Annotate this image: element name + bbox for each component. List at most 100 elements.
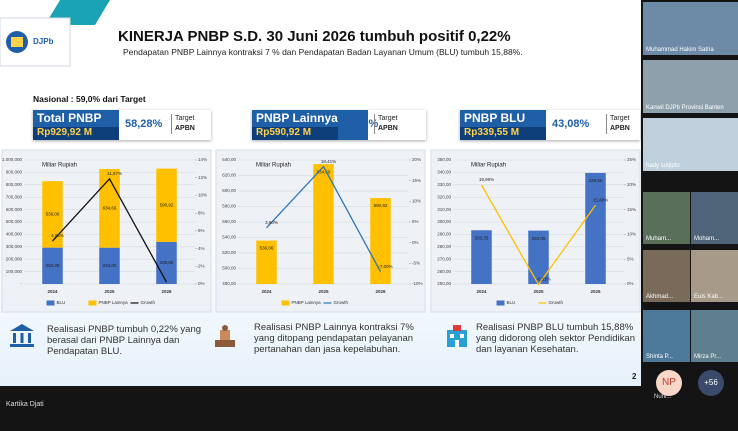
y-tick-label: 520,00	[222, 250, 236, 255]
note: Realisasi PNBP BLU tumbuh 15,88% yang di…	[476, 322, 635, 355]
logo-text: DJPb	[33, 37, 54, 46]
target-label: Target	[610, 115, 630, 122]
participant-name: Muham...	[646, 236, 672, 242]
card-name: Total PNBP	[37, 111, 102, 125]
y-tick-label: 600,000	[6, 207, 23, 212]
legend-swatch	[46, 300, 55, 306]
icon-hospital	[447, 325, 467, 347]
y-tick-label: 270,00	[437, 256, 451, 261]
legend-label: Growth	[549, 300, 564, 305]
x-tick-label: 2024	[47, 289, 58, 294]
y-tick-label: 280,00	[437, 244, 451, 249]
y-tick-label: 260,00	[437, 269, 451, 274]
bar	[42, 181, 63, 248]
bar	[585, 172, 606, 284]
card-percent: 43,08%	[552, 118, 590, 130]
bar-label: 339,55	[160, 260, 174, 265]
legend-label: PNBP Lainnya	[99, 300, 129, 305]
participant-tile[interactable]: Moham...	[691, 192, 738, 244]
y2-tick-label: 25%	[627, 157, 636, 162]
participant-tile[interactable]: hady sutjipto	[643, 118, 738, 171]
participant-tile[interactable]: Mirza Pr...	[691, 310, 738, 362]
bar-label: 339,55	[589, 178, 603, 183]
participant-name: Muhammad Hakim Satria	[646, 47, 714, 53]
card-target: Target APBN	[374, 114, 398, 134]
growth-label: -0,11%	[537, 277, 551, 282]
slide-title: KINERJA PNBP S.D. 30 Juni 2026 tumbuh po…	[118, 28, 511, 45]
more-participants[interactable]: +56	[698, 370, 724, 396]
card-name: PNBP BLU	[464, 111, 526, 125]
participant-tile[interactable]: Muhammad Hakim Satria	[643, 2, 738, 55]
target-label: Target	[378, 115, 398, 122]
growth-label: -7,00%	[378, 264, 392, 269]
y-tick-label: 1.000,000	[2, 157, 23, 162]
target-sub: APBN	[610, 125, 630, 132]
growth-line	[52, 177, 168, 283]
y-tick-label: 340,00	[437, 170, 451, 175]
participant-tile[interactable]: Akhmad...	[643, 250, 690, 302]
target-label: Target	[175, 115, 195, 122]
growth-label: 15,88%	[593, 197, 608, 202]
card-target: Target APBN	[171, 114, 195, 134]
participant-tile[interactable]: Shinta P...	[643, 310, 690, 362]
legend-swatch	[496, 300, 505, 306]
legend-label: BLU	[507, 300, 516, 305]
y2-tick-label: 2%	[198, 263, 205, 268]
participant-tile[interactable]: Kanwil DJPb Provinsi Banten	[643, 60, 738, 113]
card-percent: 58,28%	[125, 118, 163, 130]
participant-name: Moham...	[694, 236, 720, 242]
y-tick-label: 580,00	[222, 204, 236, 209]
slide-subtitle: Pendapatan PNBP Lainnya kontraksi 7 % da…	[123, 47, 523, 57]
bar	[99, 247, 120, 284]
x-tick-label: 2025	[318, 289, 329, 294]
y-axis-title: Miliar Rupiah	[256, 163, 291, 169]
avatar[interactable]: NP	[656, 370, 682, 396]
y2-tick-label: 15%	[627, 207, 636, 212]
participant-tile[interactable]: Euis Kab...	[691, 250, 738, 302]
y2-tick-label: 10%	[627, 232, 636, 237]
card-amount: Rp590,92 M	[252, 127, 338, 140]
national-target: Nasional : 59,0% dari Target	[33, 94, 146, 104]
y2-tick-label: 4%	[198, 246, 205, 251]
card-amount: Rp929,92 M	[33, 127, 119, 140]
y2-tick-label: 6%	[198, 228, 205, 233]
bar-label: 293,35	[475, 235, 489, 240]
y-tick-label: 800,000	[6, 182, 23, 187]
legend-label: Growth	[334, 300, 349, 305]
y-tick-label: 100,000	[6, 269, 23, 274]
y2-tick-label: 10%	[198, 193, 207, 198]
y2-tick-label: 0%	[627, 281, 634, 286]
bar	[256, 240, 277, 284]
y-axis-title: Miliar Rupiah	[471, 163, 506, 169]
summary-card: PNBP BLU Rp339,55 M 43,08% Target APBN	[460, 110, 640, 140]
x-tick-label: 2024	[476, 289, 487, 294]
icon-bank	[10, 324, 34, 347]
growth-line	[480, 184, 597, 286]
y2-tick-label: -10%	[412, 281, 423, 286]
bar-label: 634,66	[317, 169, 331, 174]
bar-label: 293,05	[103, 263, 117, 268]
x-tick-label: 2024	[261, 289, 272, 294]
growth-label: 4,85%	[51, 233, 64, 238]
y-tick-label: 300,00	[437, 219, 451, 224]
x-tick-label: 2026	[590, 289, 601, 294]
participant-tile[interactable]: Muham...	[643, 192, 690, 244]
card-name: PNBP Lainnya	[256, 111, 338, 125]
bar	[156, 168, 177, 242]
bar-label: 590,92	[374, 203, 388, 208]
bar-label: 536,06	[260, 246, 274, 251]
target-sub: APBN	[378, 125, 398, 132]
y2-tick-label: 12%	[198, 175, 207, 180]
y-tick-label: 500,000	[6, 219, 23, 224]
y-tick-label: 310,00	[437, 207, 451, 212]
y2-tick-label: 20%	[627, 182, 636, 187]
y2-tick-label: 14%	[198, 157, 207, 162]
y-tick-label: 320,00	[437, 194, 451, 199]
growth-label: 18,41%	[321, 159, 336, 164]
charts: 1.000,000 900,000 800,000 700,000 600,000 500…	[1, 149, 641, 313]
y2-tick-label: 0%	[198, 281, 205, 286]
legend-label: Growth	[141, 300, 156, 305]
y2-tick-label: 8%	[198, 210, 205, 215]
y-tick-label: 620,00	[222, 173, 236, 178]
